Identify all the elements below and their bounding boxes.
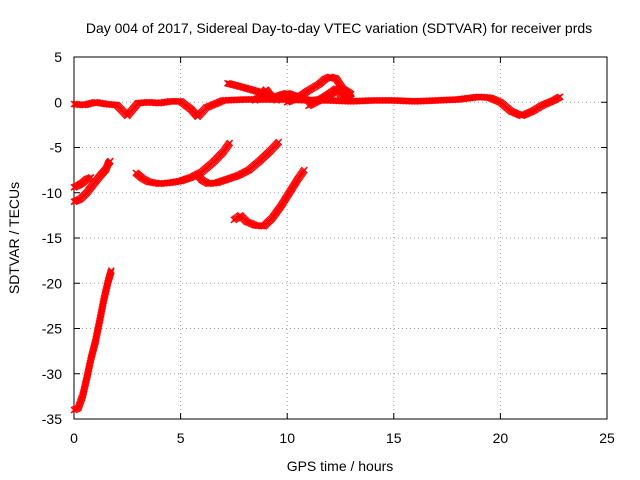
data-point [106, 157, 114, 165]
data-point [556, 93, 564, 101]
x-tick-label: 15 [386, 430, 402, 446]
data-point [226, 139, 234, 147]
y-tick-label: 5 [54, 49, 62, 65]
y-tick-label: -25 [42, 321, 62, 337]
data-series [70, 267, 115, 414]
y-tick-label: -15 [42, 230, 62, 246]
data-series [283, 73, 355, 106]
data-series [194, 138, 283, 188]
grid-lines [74, 57, 607, 419]
x-tick-label: 25 [599, 430, 615, 446]
axis-ticks: 0 5 10 15 20 25 5 0 -5 -10 -15 -20 -25 -30 -35 [42, 49, 615, 446]
data-point [273, 96, 281, 104]
y-tick-label: -35 [42, 411, 62, 427]
data-series [305, 85, 355, 110]
data-series [230, 166, 308, 230]
y-tick-label: -5 [50, 140, 63, 156]
x-tick-label: 20 [493, 430, 509, 446]
data-series [70, 157, 114, 206]
y-axis-title: SDTVAR / TECUs [6, 182, 22, 294]
y-tick-label: -30 [42, 366, 62, 382]
data-point [300, 166, 308, 174]
data-series [70, 93, 564, 121]
data-points [70, 73, 564, 414]
x-tick-label: 10 [279, 430, 295, 446]
data-series [251, 86, 281, 104]
chart-title: Day 004 of 2017, Sidereal Day-to-day VTE… [86, 20, 592, 36]
data-point [275, 138, 283, 146]
y-tick-label: -20 [42, 275, 62, 291]
data-point [347, 95, 355, 103]
x-tick-label: 5 [177, 430, 185, 446]
data-point [346, 94, 354, 102]
data-series [70, 173, 95, 191]
x-tick-label: 0 [70, 430, 78, 446]
x-axis-title: GPS time / hours [287, 458, 394, 474]
y-tick-label: -10 [42, 185, 62, 201]
y-tick-label: 0 [54, 94, 62, 110]
data-point [107, 267, 115, 275]
